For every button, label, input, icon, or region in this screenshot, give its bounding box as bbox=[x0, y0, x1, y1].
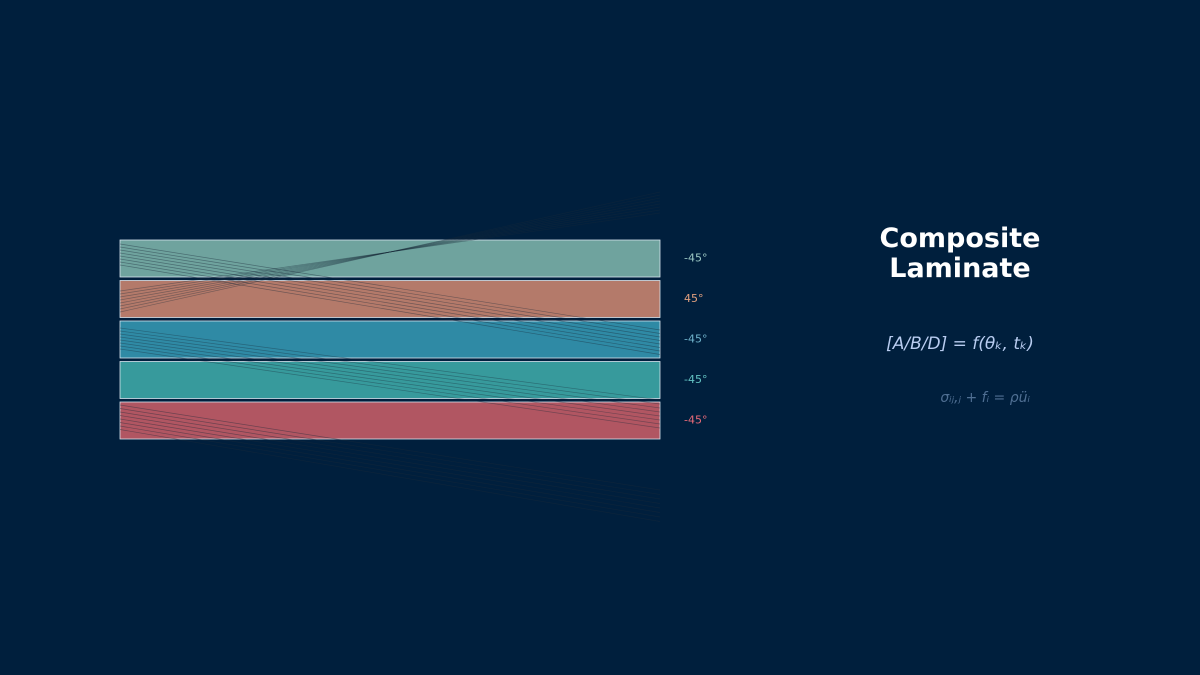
fiber-line bbox=[119, 203, 661, 301]
fiber-line bbox=[119, 327, 661, 401]
layer-angle-label: -45° bbox=[684, 252, 707, 265]
fiber-line bbox=[119, 212, 661, 292]
equation: [A/B/D] = f(θₖ, tₖ) bbox=[886, 334, 1034, 354]
layer bbox=[119, 280, 661, 318]
fiber-line bbox=[119, 209, 661, 295]
fiber-line bbox=[119, 252, 661, 341]
fiber-line bbox=[119, 422, 661, 513]
fiber-line bbox=[119, 348, 661, 429]
equation: σᵢⱼ,ⱼ + fᵢ = ρüᵢ bbox=[940, 390, 1030, 406]
fiber-line bbox=[119, 333, 661, 409]
layer bbox=[119, 320, 661, 359]
fiber-line bbox=[119, 408, 661, 495]
layer bbox=[119, 401, 661, 440]
layers bbox=[119, 239, 661, 440]
fiber-line bbox=[119, 339, 661, 417]
fiber-line bbox=[119, 255, 661, 345]
fiber-line bbox=[119, 342, 661, 421]
fiber-line bbox=[119, 206, 661, 298]
fiber-line bbox=[119, 261, 661, 352]
fiber-line bbox=[119, 258, 661, 348]
fiber-line bbox=[119, 200, 661, 304]
layer-angle-label: -45° bbox=[684, 373, 707, 386]
layer-labels: -45° 45° -45° -45° -45° bbox=[684, 252, 707, 427]
fiber-line bbox=[119, 249, 661, 338]
fiber-line bbox=[119, 197, 661, 307]
layer-angle-label: -45° bbox=[684, 414, 707, 427]
fiber-line bbox=[119, 194, 661, 310]
fiber-line bbox=[119, 404, 661, 491]
fiber-lines bbox=[119, 191, 661, 522]
fiber-line bbox=[119, 264, 661, 355]
layer-angle-label: -45° bbox=[684, 333, 707, 346]
fiber-line bbox=[119, 411, 661, 500]
fiber-line bbox=[119, 330, 661, 405]
fiber-line bbox=[119, 418, 661, 509]
fiber-line bbox=[119, 191, 661, 313]
fiber-line bbox=[119, 345, 661, 425]
title: Composite Laminate bbox=[879, 223, 1041, 284]
fiber-line bbox=[119, 336, 661, 413]
fiber-line bbox=[119, 415, 661, 504]
fiber-line bbox=[119, 243, 661, 331]
layer bbox=[119, 239, 661, 278]
fiber-line bbox=[119, 246, 661, 334]
fiber-line bbox=[119, 429, 661, 522]
layer bbox=[119, 361, 661, 399]
fiber-line bbox=[119, 425, 661, 518]
layer-angle-label: 45° bbox=[684, 292, 704, 305]
